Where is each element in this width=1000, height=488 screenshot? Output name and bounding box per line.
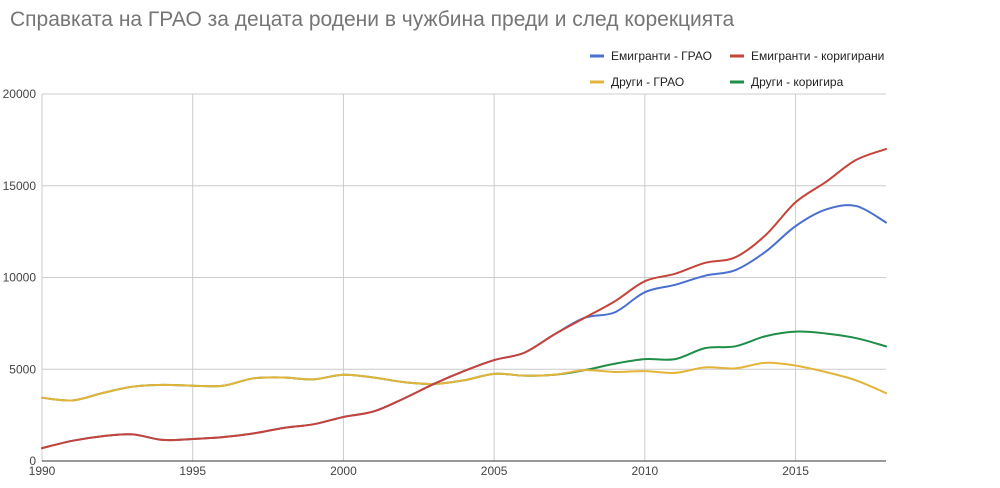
x-tick-label: 2005 (481, 464, 508, 478)
x-tick-label: 1990 (29, 464, 56, 478)
legend: Емигранти - ГРАО Емигранти - коригирани Др… (590, 49, 884, 89)
series-line-3 (41, 330, 887, 402)
legend-item[interactable]: Емигранти - коригирани (730, 49, 884, 63)
legend-item[interactable]: Емигранти - ГРАО (590, 49, 712, 63)
y-tick-label: 5000 (9, 362, 36, 376)
series-line-2 (41, 361, 887, 402)
legend-label: Други - коригира (751, 75, 844, 89)
legend-item[interactable]: Други - ГРАО (590, 75, 684, 89)
legend-label: Емигранти - коригирани (751, 49, 884, 63)
y-tick-label: 15000 (3, 179, 37, 193)
x-tick-label: 2000 (330, 464, 357, 478)
y-tick-label: 0 (29, 454, 36, 468)
legend-label: Емигранти - ГРАО (611, 49, 712, 63)
legend-label: Други - ГРАО (611, 75, 684, 89)
x-tick-label: 2015 (782, 464, 809, 478)
series-line-1 (41, 148, 887, 450)
grid-lines (41, 93, 886, 461)
x-tick-label: 1995 (179, 464, 206, 478)
axes: 0 5000 10000 15000 20000 1990 1995 2000 2005 2010… (3, 87, 886, 478)
y-tick-label: 10000 (3, 271, 37, 285)
x-tick-label: 2010 (632, 464, 659, 478)
series-layer (41, 148, 887, 450)
legend-item[interactable]: Други - коригира (730, 75, 844, 89)
y-tick-label: 20000 (3, 87, 37, 101)
chart-title: Справката на ГРАО за децата родени в чуж… (10, 8, 735, 31)
